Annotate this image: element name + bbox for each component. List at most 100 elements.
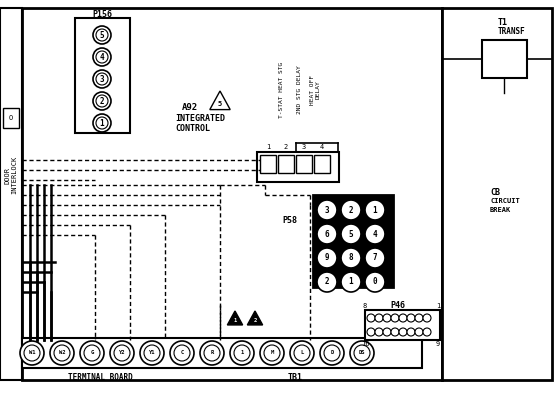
Bar <box>75 18 130 133</box>
Circle shape <box>415 328 423 336</box>
Circle shape <box>317 200 337 220</box>
Text: 9: 9 <box>325 254 329 263</box>
Circle shape <box>234 345 250 361</box>
Circle shape <box>93 48 111 66</box>
Polygon shape <box>210 91 230 109</box>
Text: DOOR
INTERLOCK: DOOR INTERLOCK <box>4 156 18 194</box>
Circle shape <box>294 345 310 361</box>
Circle shape <box>407 314 415 322</box>
Circle shape <box>367 328 375 336</box>
Text: DS: DS <box>359 350 365 356</box>
Text: CIRCUIT: CIRCUIT <box>490 198 520 204</box>
Circle shape <box>320 341 344 365</box>
Circle shape <box>324 345 340 361</box>
Circle shape <box>341 272 361 292</box>
Bar <box>482 40 527 78</box>
Text: 5: 5 <box>218 101 222 107</box>
Circle shape <box>174 345 190 361</box>
Text: 1: 1 <box>240 350 244 356</box>
Circle shape <box>423 328 431 336</box>
Circle shape <box>341 200 361 220</box>
Text: BREAK: BREAK <box>490 207 511 213</box>
Circle shape <box>93 114 111 132</box>
Circle shape <box>260 341 284 365</box>
Text: W2: W2 <box>59 350 65 356</box>
Circle shape <box>399 314 407 322</box>
Text: C: C <box>181 350 183 356</box>
Text: T1: T1 <box>498 17 508 26</box>
Bar <box>257 152 339 182</box>
Circle shape <box>80 341 104 365</box>
Circle shape <box>399 328 407 336</box>
Text: 7: 7 <box>373 254 377 263</box>
Bar <box>313 195 393 287</box>
Text: 3: 3 <box>100 75 104 83</box>
Circle shape <box>290 341 314 365</box>
Polygon shape <box>247 311 263 325</box>
Text: 1: 1 <box>348 278 353 286</box>
Text: 9: 9 <box>436 341 440 347</box>
Text: P46: P46 <box>391 301 406 310</box>
Bar <box>278 155 294 173</box>
Text: CONTROL: CONTROL <box>175 124 210 132</box>
Circle shape <box>407 328 415 336</box>
Text: 4: 4 <box>320 144 324 150</box>
Text: D: D <box>330 350 334 356</box>
Circle shape <box>140 341 164 365</box>
Circle shape <box>350 341 374 365</box>
Circle shape <box>354 345 370 361</box>
Text: 4: 4 <box>100 53 104 62</box>
Text: 5: 5 <box>100 30 104 40</box>
Bar <box>296 155 312 173</box>
Circle shape <box>96 73 108 85</box>
Text: O: O <box>9 115 13 121</box>
Text: 2: 2 <box>325 278 329 286</box>
Circle shape <box>230 341 254 365</box>
Circle shape <box>84 345 100 361</box>
Circle shape <box>96 95 108 107</box>
Text: 2: 2 <box>100 96 104 105</box>
Text: 2: 2 <box>284 144 288 150</box>
Circle shape <box>317 272 337 292</box>
Text: L: L <box>300 350 304 356</box>
Text: 1: 1 <box>373 205 377 214</box>
Circle shape <box>96 117 108 129</box>
Circle shape <box>383 328 391 336</box>
Circle shape <box>200 341 224 365</box>
Circle shape <box>317 224 337 244</box>
Text: Y1: Y1 <box>149 350 155 356</box>
Bar <box>3 108 19 128</box>
Circle shape <box>383 314 391 322</box>
Bar <box>0 8 22 380</box>
Circle shape <box>93 26 111 44</box>
Text: A92: A92 <box>182 102 198 111</box>
Text: Y2: Y2 <box>119 350 125 356</box>
Circle shape <box>110 341 134 365</box>
Circle shape <box>391 314 399 322</box>
Text: 1: 1 <box>233 318 237 324</box>
Text: P58: P58 <box>282 216 297 224</box>
Circle shape <box>96 51 108 63</box>
Text: 3: 3 <box>302 144 306 150</box>
Bar <box>365 310 440 340</box>
Bar <box>314 155 330 173</box>
Text: INTEGRATED: INTEGRATED <box>175 113 225 122</box>
Circle shape <box>54 345 70 361</box>
Circle shape <box>144 345 160 361</box>
Text: 3: 3 <box>325 205 329 214</box>
Text: 16: 16 <box>361 341 370 347</box>
Text: 4: 4 <box>373 229 377 239</box>
Text: M: M <box>270 350 274 356</box>
Circle shape <box>415 314 423 322</box>
Bar <box>260 155 276 173</box>
Bar <box>22 8 442 380</box>
Text: 2ND STG DELAY: 2ND STG DELAY <box>296 66 301 115</box>
Circle shape <box>365 272 385 292</box>
Bar <box>22 338 422 368</box>
Text: 2: 2 <box>348 205 353 214</box>
Bar <box>442 8 552 380</box>
Circle shape <box>96 29 108 41</box>
Circle shape <box>170 341 194 365</box>
Circle shape <box>50 341 74 365</box>
Circle shape <box>367 314 375 322</box>
